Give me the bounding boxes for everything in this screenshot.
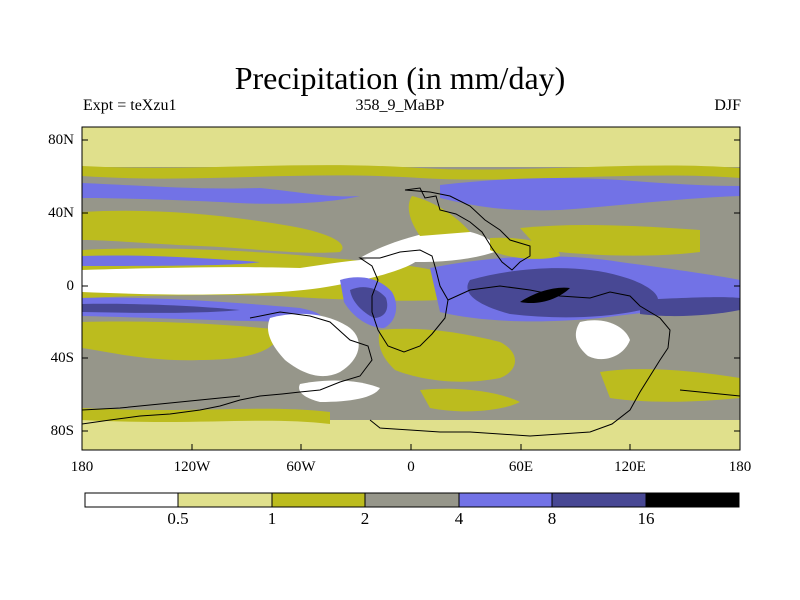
x-tick-label-180e: 180 bbox=[728, 459, 752, 475]
colorbar-swatch-4 bbox=[458, 492, 553, 508]
east-pacific-navy bbox=[640, 297, 740, 317]
equatorial-blue-strip bbox=[82, 255, 260, 266]
y-tick-label-0: 0 bbox=[66, 278, 75, 294]
north-landmass-olive bbox=[408, 196, 470, 236]
colorbar-label: 4 bbox=[454, 509, 464, 528]
x-tick-label-60w: 60W bbox=[286, 459, 316, 475]
colorbar-label: 1 bbox=[267, 509, 277, 528]
colorbar-label: 8 bbox=[547, 509, 557, 528]
colorbar-swatch-3 bbox=[364, 492, 460, 508]
north-mid-olive-east bbox=[520, 224, 700, 256]
north-storm-track-west bbox=[82, 183, 360, 204]
south-olive-patch bbox=[420, 388, 520, 412]
south-olive-band bbox=[82, 408, 330, 424]
colorbar-swatch-1 bbox=[177, 492, 273, 508]
experiment-label: Expt = teXzu1 bbox=[83, 97, 177, 114]
x-tick-label-120e: 120E bbox=[614, 459, 646, 475]
south-dry-patch bbox=[299, 380, 380, 402]
colorbar-label: 16 bbox=[637, 509, 655, 528]
south-equatorial-navy bbox=[82, 303, 240, 313]
south-east-landmass bbox=[575, 320, 630, 360]
southern-shelf-coast bbox=[82, 395, 241, 411]
x-tick-label-120w: 120W bbox=[173, 459, 211, 475]
colorbar-swatch-2 bbox=[271, 492, 366, 508]
south-central-olive bbox=[378, 328, 515, 382]
southern-continent-coast bbox=[82, 311, 373, 425]
colorbar-label: 0.5 bbox=[167, 509, 189, 528]
coastline-layer bbox=[82, 187, 740, 437]
central-continent-navy bbox=[350, 287, 388, 318]
colorbar-swatch-6 bbox=[645, 492, 740, 508]
colorbar bbox=[84, 492, 740, 508]
east-tropical-max bbox=[520, 287, 570, 304]
y-tick-label-40n: 40N bbox=[48, 205, 74, 221]
north-mid-olive-west bbox=[82, 210, 343, 253]
equatorial-dry-zone bbox=[82, 257, 420, 295]
equatorial-continent-coast bbox=[358, 249, 449, 353]
axis-ticks bbox=[82, 139, 740, 450]
x-tick-label-180w: 180 bbox=[70, 459, 94, 475]
y-tick-label-80s: 80S bbox=[50, 423, 74, 439]
colorbar-swatch-5 bbox=[551, 492, 647, 508]
colorbar-swatch-0 bbox=[84, 492, 179, 508]
south-pacific-coast bbox=[679, 389, 740, 397]
x-tick-label-60e: 60E bbox=[508, 459, 534, 475]
north-polar-band bbox=[82, 127, 740, 167]
figure-title: Precipitation (in mm/day) bbox=[234, 60, 566, 96]
period-label: 358_9_MaBP bbox=[355, 97, 445, 114]
colorbar-label: 2 bbox=[360, 509, 370, 528]
map-fill-layer bbox=[82, 127, 740, 450]
season-label: DJF bbox=[714, 97, 741, 114]
south-continent-dry-zone bbox=[267, 313, 359, 377]
south-olive-west bbox=[82, 321, 280, 361]
south-east-olive bbox=[600, 369, 740, 402]
eastern-continent-coast bbox=[369, 285, 671, 437]
northern-continent-coast bbox=[404, 187, 531, 271]
mid-landmass-olive bbox=[490, 237, 560, 259]
y-tick-label-40s: 40S bbox=[50, 350, 74, 366]
y-tick-label-80n: 80N bbox=[48, 132, 74, 148]
north-storm-track-east bbox=[440, 177, 740, 211]
north-olive-band bbox=[82, 165, 740, 180]
x-tick-label-0: 0 bbox=[407, 459, 415, 475]
